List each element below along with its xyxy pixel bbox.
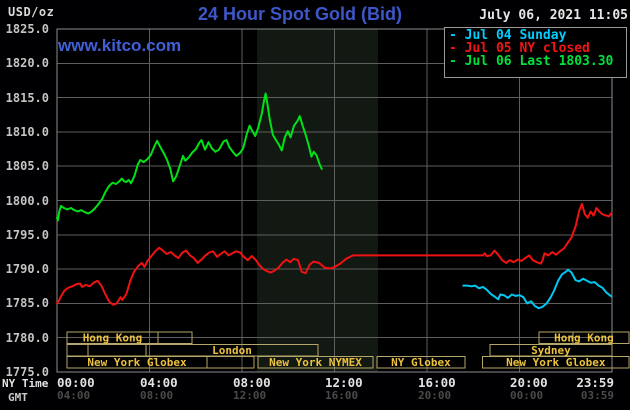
y-tick-label: 1815.0 (5, 90, 49, 105)
session-box (257, 356, 374, 369)
x-tick-label-ny: 23:59 (576, 375, 614, 390)
y-axis-units-label: USD/oz (8, 5, 55, 19)
legend-item: - Jul 05 NY closed (449, 41, 590, 56)
y-tick-label: 1785.0 (5, 296, 49, 311)
x-tick-label-ny: 16:00 (418, 375, 456, 390)
x-tick-label-gmt: 04:00 (57, 389, 91, 402)
series-jul-05-ny-closed (56, 202, 613, 306)
y-tick-label: 1805.0 (5, 159, 49, 174)
session-label: New York NYMEX (269, 356, 362, 369)
x-tick-label-ny: 08:00 (233, 375, 271, 390)
session-box (538, 331, 630, 344)
x-tick-label-ny: 12:00 (325, 375, 363, 390)
y-tick-label: 1790.0 (5, 262, 49, 277)
x-tick-label-ny: 04:00 (140, 375, 178, 390)
y-tick-label: 1825.0 (5, 22, 49, 36)
legend-item: - Jul 06 Last 1803.30 (449, 54, 614, 69)
session-label: London (212, 344, 252, 357)
y-tick-label: 1780.0 (5, 330, 49, 345)
y-tick-label: 1800.0 (5, 193, 49, 208)
x-tick-label-gmt: 08:00 (140, 389, 174, 402)
y-tick-label: 1810.0 (5, 124, 49, 139)
series-jul-06-last-1803-30 (56, 92, 323, 222)
session-box (157, 331, 193, 344)
session-label: NY Globex (391, 356, 451, 369)
x-tick-label-gmt: 20:00 (418, 389, 452, 402)
kitco-watermark-link[interactable]: www.kitco.com (58, 36, 182, 55)
session-box (206, 356, 255, 369)
x-tick-label-gmt: 12:00 (233, 389, 267, 402)
x-tick-label-gmt: 00:00 (510, 389, 544, 402)
chart-datetime: July 06, 2021 11:05 (479, 8, 628, 23)
page-title: 24 Hour Spot Gold (Bid) (198, 4, 402, 24)
session-label: New York Globex (506, 356, 606, 369)
legend-box: - Jul 04 Sunday - Jul 05 NY closed - Jul 0… (444, 27, 627, 78)
y-tick-label: 1795.0 (5, 227, 49, 242)
x-tick-label-gmt: 03:59 (580, 389, 614, 402)
plot-border (56, 28, 613, 373)
x-tick-label-ny: 20:00 (510, 375, 548, 390)
session-label: Hong Kong (554, 332, 614, 345)
session-label: Sydney (531, 344, 571, 357)
legend-item: - Jul 04 Sunday (449, 28, 567, 43)
x-tick-label-gmt: 16:00 (325, 389, 359, 402)
session-box (376, 356, 466, 369)
y-tick-label: 1775.0 (5, 365, 49, 379)
session-label: Hong Kong (83, 332, 143, 345)
series-jul-04-sunday (462, 268, 613, 310)
gmt-axis-label: GMT (8, 391, 28, 404)
x-tick-label-ny: 00:00 (57, 375, 95, 390)
session-box (482, 356, 630, 369)
ny-time-axis-label: NY Time (2, 377, 49, 390)
session-label: New York Globex (87, 356, 187, 369)
y-tick-label: 1820.0 (5, 56, 49, 71)
